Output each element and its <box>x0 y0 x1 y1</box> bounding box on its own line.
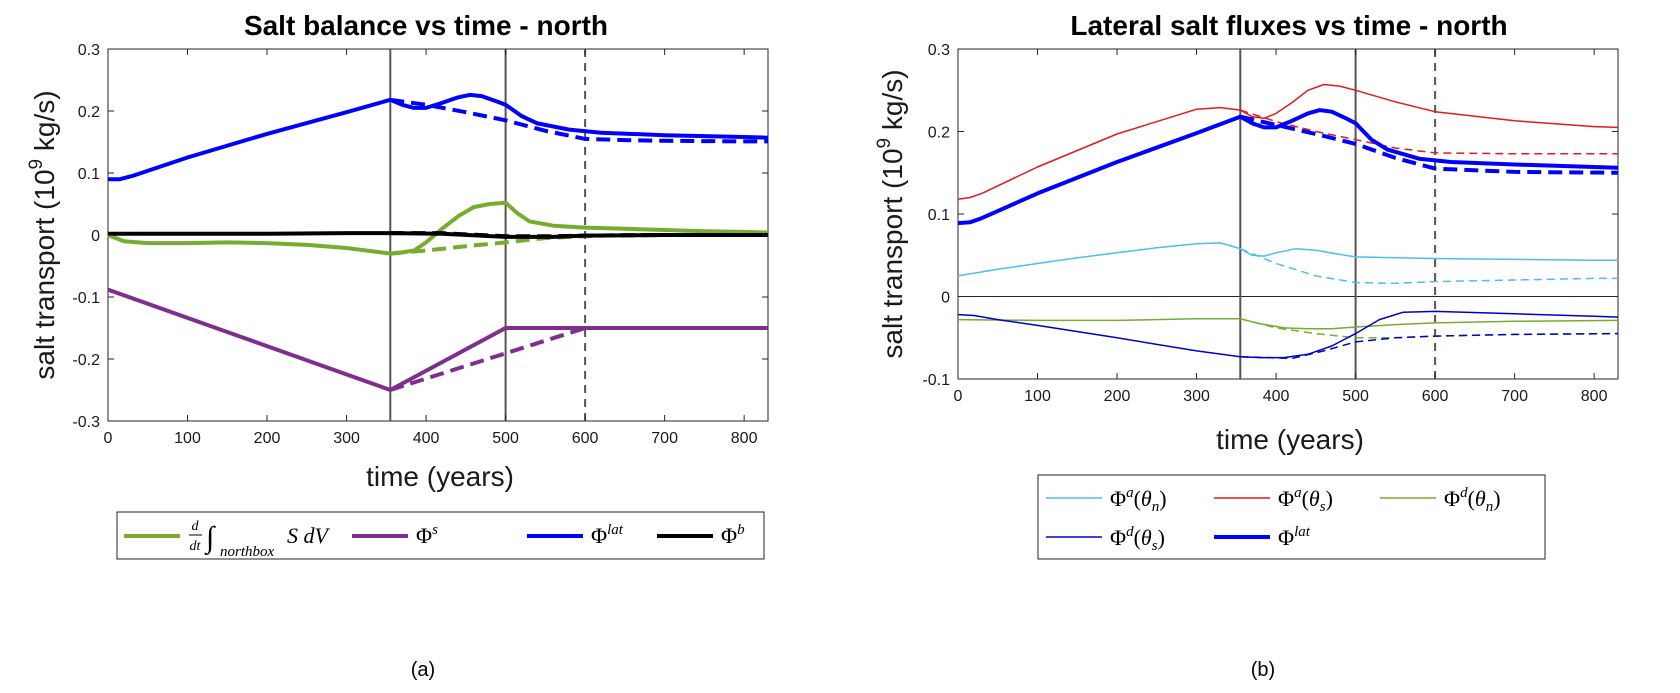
chart-b-xlabel: time (years) <box>1216 424 1364 455</box>
b-ytick-label: 0.2 <box>928 125 950 142</box>
legend-label-phia-n: Φa(θn) <box>1110 485 1167 515</box>
a-series-philat-dashed <box>390 97 768 144</box>
b-ytick-label: -0.1 <box>922 372 950 389</box>
b-series-philat-solid <box>957 108 1619 226</box>
a-series-phis-solid <box>107 287 768 392</box>
svg-text:S dV: S dV <box>287 523 331 548</box>
chart-b-caption: (b) <box>1251 659 1275 681</box>
a-xtick-label: 700 <box>651 430 678 447</box>
a-series-dsdt-solid <box>107 200 769 256</box>
a-xtick-label: 200 <box>254 430 281 447</box>
chart-b-plot-area <box>957 48 1619 380</box>
svg-text:d: d <box>192 519 200 534</box>
chart-b-series <box>957 83 1619 360</box>
chart-a-axes: 0 100 200 300 400 500 600 700 800 0.3 0.2 0.1 0 -0.1 -… <box>72 42 768 447</box>
chart-a-legend-box <box>116 511 765 560</box>
legend-item-phia-n: Φa(θn) <box>1046 485 1167 515</box>
b-ytick-label: 0 <box>941 290 950 307</box>
a-ytick-label: 0.3 <box>78 42 100 59</box>
a-ytick-label: -0.3 <box>72 414 100 431</box>
a-series-philat-solid <box>108 92 769 182</box>
a-ytick-label: 0 <box>91 228 100 245</box>
svg-text:northbox: northbox <box>220 544 275 560</box>
chart-a-ylabel-main: salt transport (10 <box>29 169 60 379</box>
b-series-phid_s-solid <box>957 310 1619 359</box>
b-series-phid_n-solid <box>957 318 1619 330</box>
a-xtick-label: 0 <box>104 430 113 447</box>
legend-label-dsdt: d dt ∫ northbox S dV <box>189 519 331 560</box>
legend-label-phia-s: Φa(θs) <box>1278 485 1333 515</box>
b-series-phia_n-dashed <box>1240 248 1618 285</box>
b-ytick-label: 0.3 <box>928 42 950 59</box>
chart-b-ylabel-main: salt transport (10 <box>877 148 908 358</box>
b-ytick-label: 0.1 <box>928 207 950 224</box>
a-series-phis-dashed <box>389 326 586 392</box>
a-ytick-label: 0.1 <box>78 166 100 183</box>
b-xtick-label: 100 <box>1024 388 1051 405</box>
chart-b-legend: Φa(θn) Φa(θs) Φd(θn) Φd(θs) Φlat <box>1037 474 1546 560</box>
svg-text:dt: dt <box>190 539 202 554</box>
a-xtick-label: 100 <box>174 430 201 447</box>
b-xtick-label: 300 <box>1183 388 1210 405</box>
chart-a-caption: (a) <box>411 659 435 681</box>
b-series-phid_s-dashed <box>1240 332 1619 360</box>
chart-b-ylabel: salt transport (109 kg/s) <box>874 69 908 358</box>
a-xtick-label: 500 <box>492 430 519 447</box>
chart-a-title: Salt balance vs time - north <box>244 10 608 41</box>
chart-a-series <box>107 92 769 392</box>
b-series-philat-dashed <box>1239 114 1619 175</box>
b-series-phia_n-solid <box>957 242 1618 277</box>
chart-b-legend-box <box>1037 474 1546 560</box>
chart-b-reference-lines <box>958 49 1618 379</box>
b-xtick-label: 700 <box>1501 388 1528 405</box>
b-xtick-label: 600 <box>1422 388 1449 405</box>
b-xtick-label: 800 <box>1581 388 1608 405</box>
chart-a-ylabel: salt transport (109 kg/s) <box>26 90 60 379</box>
a-xtick-label: 300 <box>333 430 360 447</box>
a-ytick-label: -0.2 <box>72 352 100 369</box>
legend-item-dsdt: d dt ∫ northbox S dV <box>124 519 331 560</box>
a-ytick-label: -0.1 <box>72 290 100 307</box>
chart-b-ylabel-unit: kg/s) <box>877 69 908 137</box>
chart-a: Salt balance vs time - north 0 100 200 300 4… <box>26 10 769 681</box>
legend-label-phid-s: Φd(θs) <box>1110 524 1165 554</box>
a-ytick-label: 0.2 <box>78 104 100 121</box>
chart-b-ylabel-exponent: 9 <box>874 138 895 149</box>
b-xtick-label: 200 <box>1104 388 1131 405</box>
chart-a-ylabel-unit: kg/s) <box>29 90 60 158</box>
a-series-phib-dashed <box>390 231 768 239</box>
svg-text:∫: ∫ <box>204 521 216 556</box>
a-xtick-label: 400 <box>413 430 440 447</box>
chart-a-xlabel: time (years) <box>366 461 514 492</box>
b-xtick-label: 0 <box>954 388 963 405</box>
a-xtick-label: 600 <box>572 430 599 447</box>
b-series-phia_s-solid <box>957 83 1619 200</box>
a-xtick-label: 800 <box>731 430 758 447</box>
b-xtick-label: 500 <box>1342 388 1369 405</box>
chart-a-legend: d dt ∫ northbox S dV Φs Φlat Φb <box>116 511 765 560</box>
chart-a-ylabel-exponent: 9 <box>26 159 47 170</box>
chart-b: Lateral salt fluxes vs time - north 0 100… <box>874 10 1619 681</box>
b-xtick-label: 400 <box>1263 388 1290 405</box>
chart-b-title: Lateral salt fluxes vs time - north <box>1070 10 1507 41</box>
